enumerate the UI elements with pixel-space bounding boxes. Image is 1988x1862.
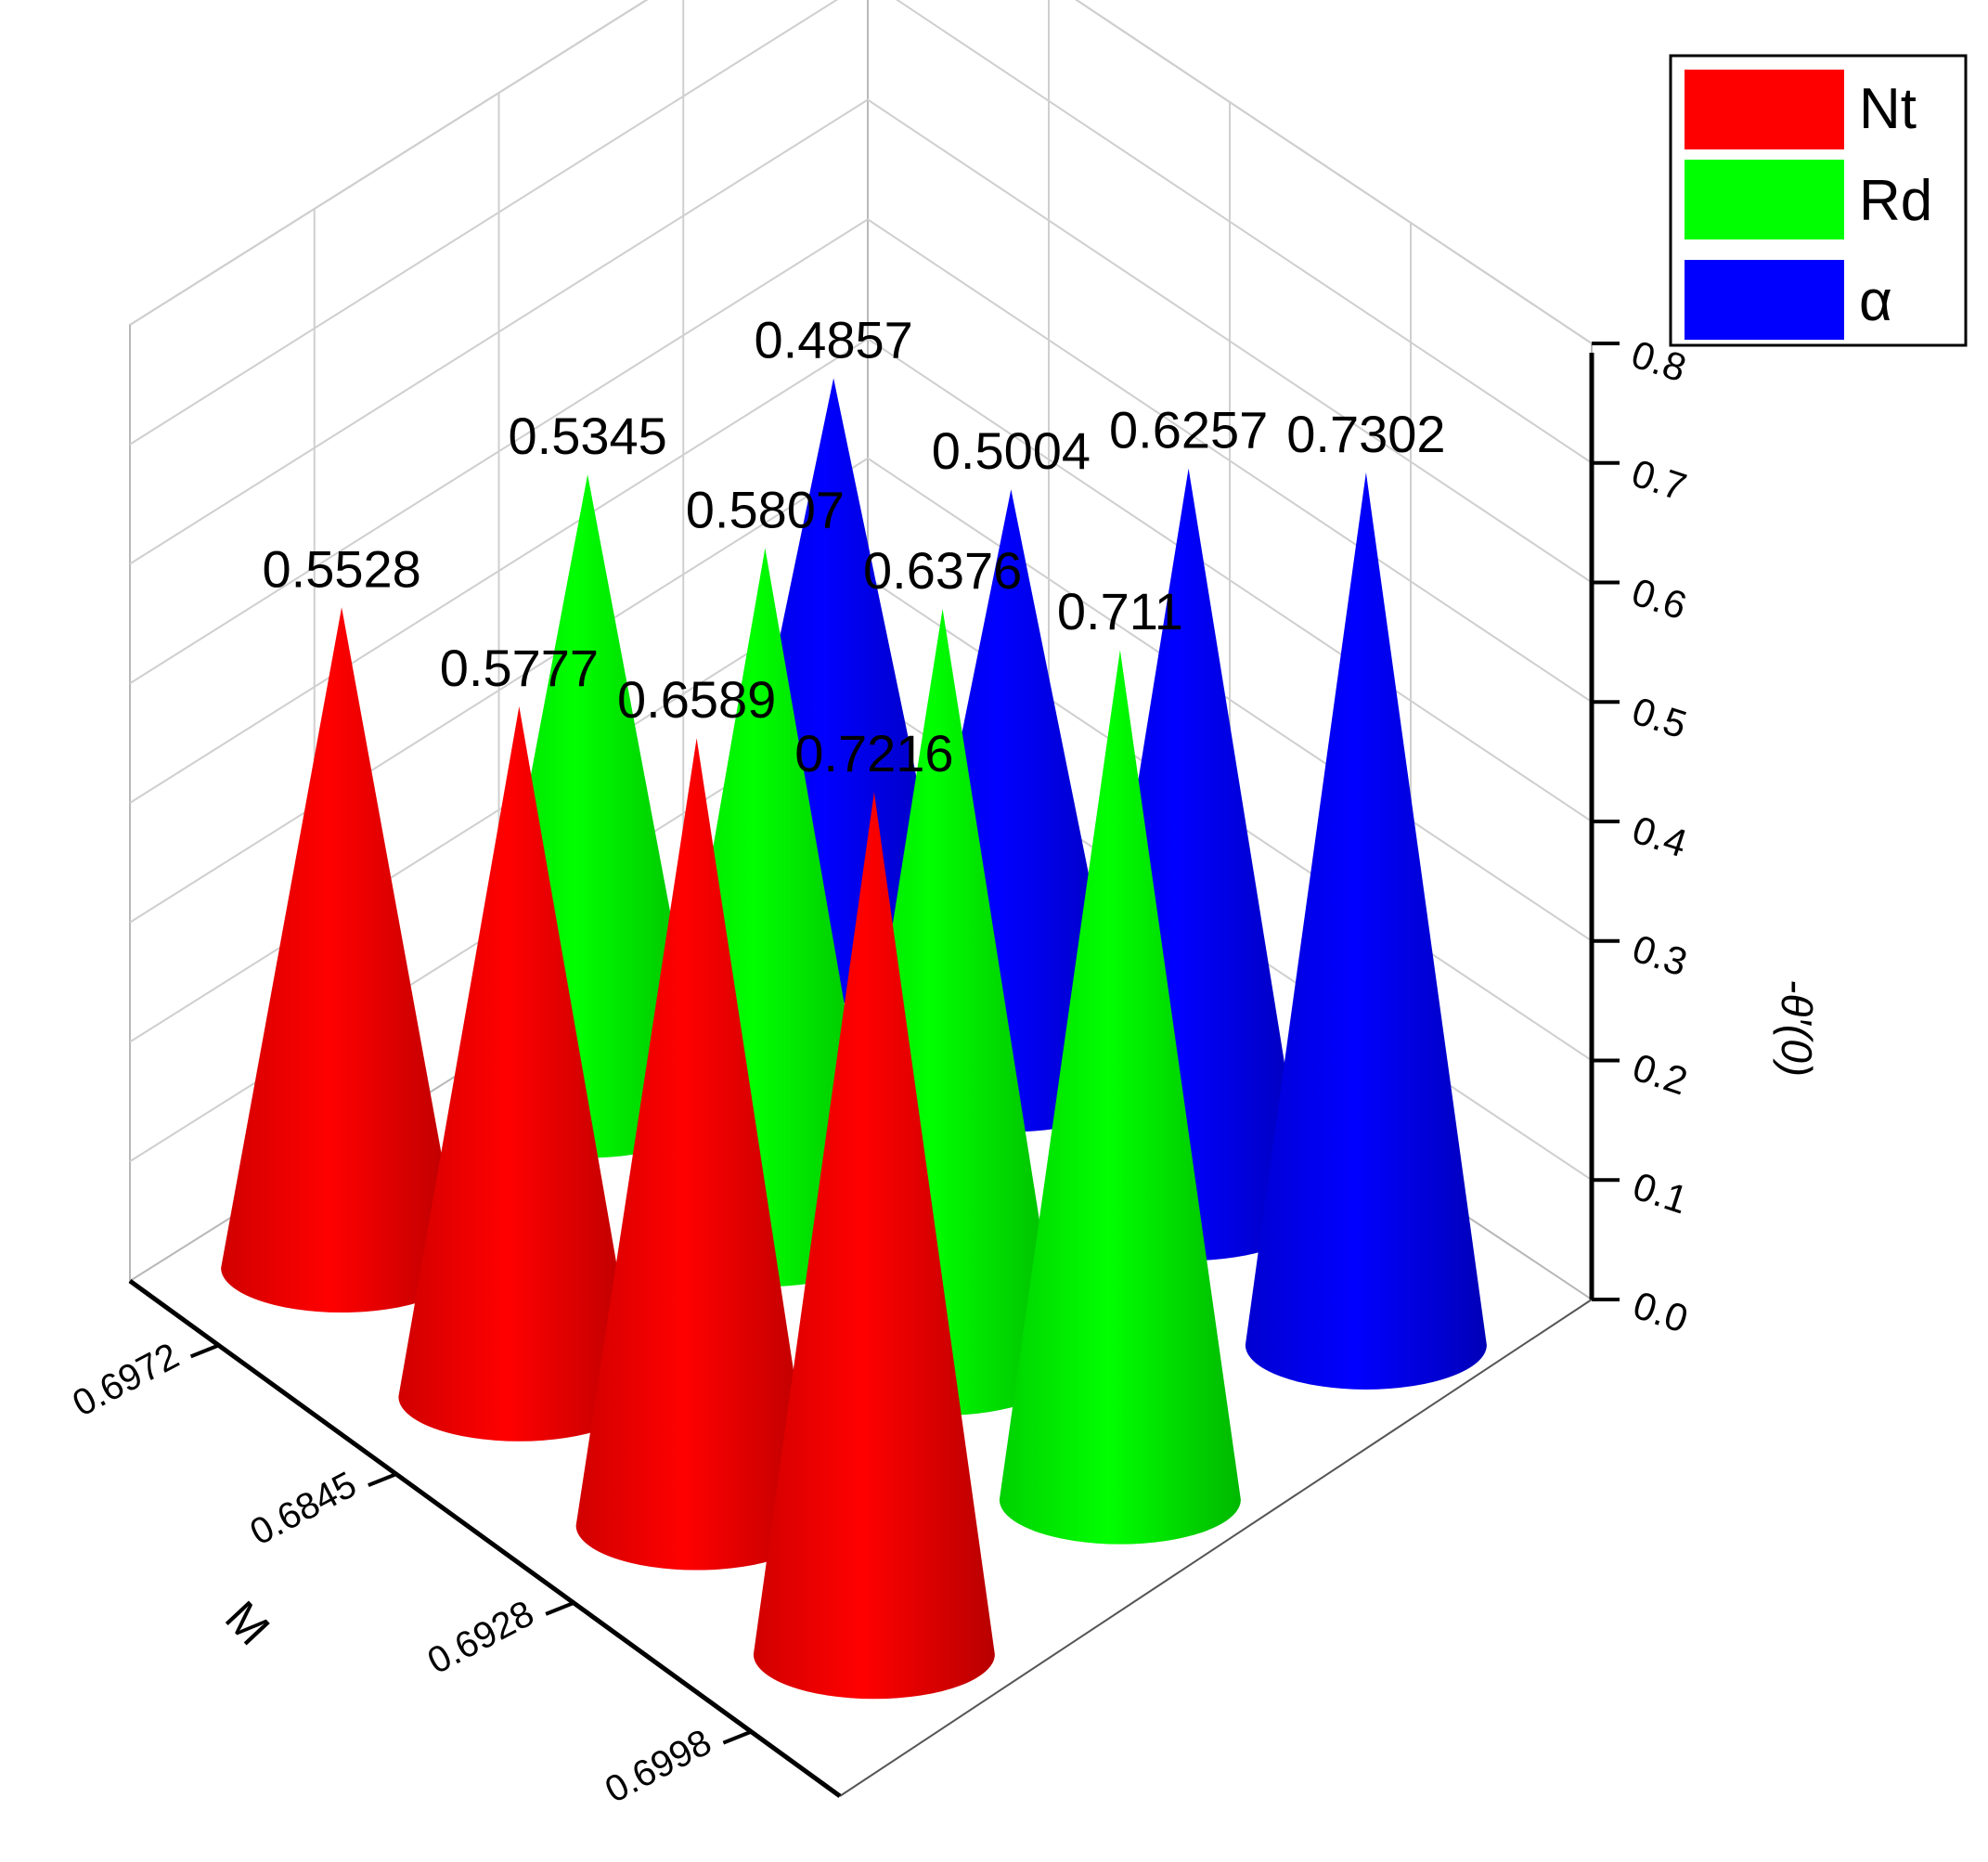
cone-Nt-1 bbox=[398, 706, 640, 1442]
x-axis-title: M bbox=[215, 1591, 279, 1655]
cone-body bbox=[1245, 472, 1487, 1390]
cone-value-label: 0.5807 bbox=[686, 480, 845, 538]
cone-Rd-3 bbox=[999, 650, 1241, 1545]
legend: Nt Rd α bbox=[1669, 54, 1968, 347]
x-tick-label: 0.6845 bbox=[243, 1464, 363, 1553]
cone-value-label: 0.7216 bbox=[794, 724, 953, 782]
cone-value-label: 0.4857 bbox=[754, 310, 912, 369]
z-grid-line bbox=[129, 0, 1593, 344]
x-axis-line bbox=[128, 1278, 842, 1799]
z-tick-label: 0.3 bbox=[1628, 926, 1693, 985]
cone-body bbox=[221, 607, 463, 1313]
x-tick bbox=[545, 1601, 574, 1616]
floor-edges bbox=[839, 1299, 1593, 1797]
cones-layer bbox=[221, 378, 1487, 1700]
cone-Nt-2 bbox=[575, 738, 818, 1571]
x-tick-label: 0.6998 bbox=[599, 1722, 718, 1811]
z-tick-label: 0.7 bbox=[1627, 451, 1692, 510]
legend-label-rd: Rd bbox=[1859, 169, 1932, 233]
x-tick-label: 0.6972 bbox=[66, 1335, 186, 1424]
cone-value-label: 0.5528 bbox=[262, 539, 420, 598]
legend-swatch-alpha bbox=[1685, 260, 1844, 340]
legend-swatch-rd bbox=[1685, 160, 1844, 239]
cone-α-3 bbox=[1245, 472, 1487, 1390]
z-grid-line bbox=[129, 0, 1593, 464]
z-tick-label: 0.1 bbox=[1628, 1164, 1693, 1222]
z-tick-label: 0.5 bbox=[1627, 689, 1692, 747]
z-tick-label: 0.0 bbox=[1628, 1283, 1693, 1341]
x-tick bbox=[722, 1729, 753, 1745]
cone-body bbox=[753, 792, 995, 1700]
cone-body bbox=[398, 706, 640, 1442]
z-grid-line bbox=[129, 98, 1593, 584]
cone-value-label: 0.7302 bbox=[1286, 405, 1445, 463]
z-tick-label: 0.2 bbox=[1628, 1045, 1693, 1104]
cone-Nt-3 bbox=[753, 792, 995, 1700]
cone-body bbox=[999, 650, 1241, 1545]
z-tick-label: 0.6 bbox=[1627, 570, 1692, 628]
cone-value-label: 0.6376 bbox=[863, 541, 1022, 600]
legend-swatch-nt bbox=[1685, 70, 1844, 149]
cone-value-label: 0.5777 bbox=[440, 639, 599, 697]
z-axis-title: -θ′(0) bbox=[1773, 979, 1821, 1077]
legend-label-alpha: α bbox=[1859, 269, 1892, 333]
cone-value-label: 0.6257 bbox=[1109, 401, 1268, 459]
cone-value-label: 0.5345 bbox=[508, 407, 666, 465]
cone-body bbox=[575, 738, 818, 1571]
cone-value-label: 0.711 bbox=[1057, 582, 1183, 640]
legend-label-nt: Nt bbox=[1859, 77, 1917, 141]
cone-Nt-0 bbox=[221, 607, 463, 1313]
z-axis: 0.00.10.20.30.40.50.60.70.8 bbox=[1589, 332, 1693, 1341]
floor-right-edge bbox=[839, 1299, 1593, 1797]
x-tick bbox=[368, 1472, 397, 1487]
z-grid-line bbox=[129, 218, 1593, 704]
x-tick bbox=[189, 1343, 220, 1359]
cone-value-label: 0.6589 bbox=[617, 670, 776, 729]
x-tick-label: 0.6928 bbox=[421, 1593, 541, 1682]
value-labels-layer: 0.4857 0.5004 0.5345 0.6257 0.5807 0.5528 0.73… bbox=[262, 310, 1445, 782]
z-tick-label: 0.4 bbox=[1627, 808, 1692, 866]
cone-value-label: 0.5004 bbox=[932, 421, 1091, 480]
